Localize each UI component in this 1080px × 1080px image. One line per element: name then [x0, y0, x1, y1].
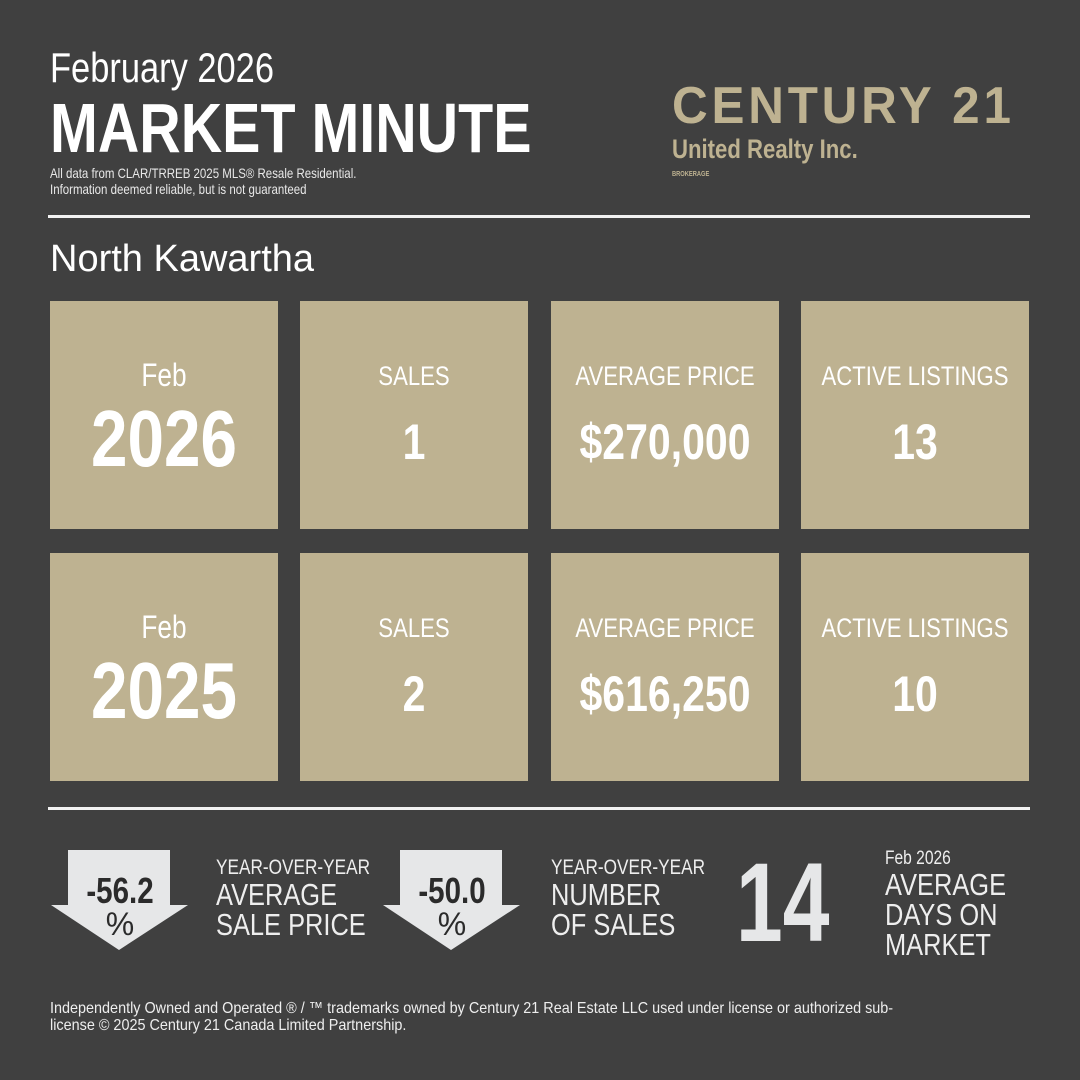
label-line2: SALE PRICE: [216, 907, 366, 942]
days-on-market-label: Feb 2026 AVERAGE DAYS ON MARKET: [885, 848, 1006, 960]
sales-change-value: -50.0: [418, 870, 486, 911]
label-line1: AVERAGE: [885, 867, 1007, 902]
logo: CENTURY 21 United Realty Inc. BROKERAGE: [672, 76, 1033, 178]
card-price-2026: AVERAGE PRICE $270,000: [551, 301, 779, 529]
label-small: YEAR-OVER-YEAR: [216, 856, 371, 879]
card-period-2026: Feb 2026: [50, 301, 278, 529]
label-line3: MARKET: [885, 927, 991, 962]
dom-period: Feb 2026: [885, 848, 951, 869]
card-listings-2025: ACTIVE LISTINGS 10: [801, 553, 1029, 781]
listings-label: ACTIVE LISTINGS: [821, 361, 1009, 391]
price-label: AVERAGE PRICE: [575, 613, 755, 643]
label-small: YEAR-OVER-YEAR: [551, 856, 706, 879]
disclaimer-line2: Information deemed reliable, but is not …: [50, 181, 307, 197]
divider-bottom: [48, 807, 1030, 810]
listings-label: ACTIVE LISTINGS: [821, 613, 1009, 643]
period-month: Feb: [141, 357, 187, 393]
price-change-value: -56.2: [86, 870, 154, 911]
card-period-2025: Feb 2025: [50, 553, 278, 781]
down-arrow-icon: -50.0 %: [382, 850, 522, 950]
area-title: North Kawartha: [50, 238, 315, 280]
down-arrow-icon: -56.2 %: [50, 850, 190, 950]
disclaimer-line1: All data from CLAR/TRREB 2025 MLS® Resal…: [50, 165, 357, 181]
card-sales-2026: SALES 1: [300, 301, 528, 529]
logo-brand: CENTURY 21: [672, 77, 1015, 135]
logo-office: United Realty Inc.: [672, 134, 858, 164]
sales-change-unit: %: [437, 906, 467, 942]
price-change-unit: %: [105, 906, 135, 942]
price-value: $270,000: [579, 414, 751, 470]
card-price-2025: AVERAGE PRICE $616,250: [551, 553, 779, 781]
listings-value: 13: [892, 414, 938, 470]
page-title: MARKET MINUTE: [50, 89, 532, 167]
footer-line2: license © 2025 Century 21 Canada Limited…: [50, 1017, 407, 1034]
label-line2: OF SALES: [551, 907, 676, 942]
sales-change-label: YEAR-OVER-YEAR NUMBER OF SALES: [551, 856, 705, 940]
label-line1: NUMBER: [551, 877, 662, 912]
period-year: 2026: [91, 394, 237, 483]
sales-value: 2: [402, 666, 426, 722]
label-line2: DAYS ON: [885, 897, 998, 932]
card-listings-2026: ACTIVE LISTINGS 13: [801, 301, 1029, 529]
divider-top: [48, 215, 1030, 218]
card-sales-2025: SALES 2: [300, 553, 528, 781]
price-label: AVERAGE PRICE: [575, 361, 755, 391]
period-year: 2025: [91, 646, 237, 735]
logo-tag: BROKERAGE: [672, 171, 710, 178]
label-line1: AVERAGE: [216, 877, 338, 912]
listings-value: 10: [892, 666, 938, 722]
footer-line1: Independently Owned and Operated ® / ™ t…: [50, 1000, 894, 1017]
sales-value: 1: [402, 414, 426, 470]
sales-label: SALES: [378, 613, 450, 643]
month-title: February 2026: [50, 44, 275, 91]
price-change-label: YEAR-OVER-YEAR AVERAGE SALE PRICE: [216, 856, 370, 940]
sales-label: SALES: [378, 361, 450, 391]
period-month: Feb: [141, 609, 187, 645]
price-value: $616,250: [579, 666, 751, 722]
days-on-market-value: 14: [736, 840, 830, 965]
